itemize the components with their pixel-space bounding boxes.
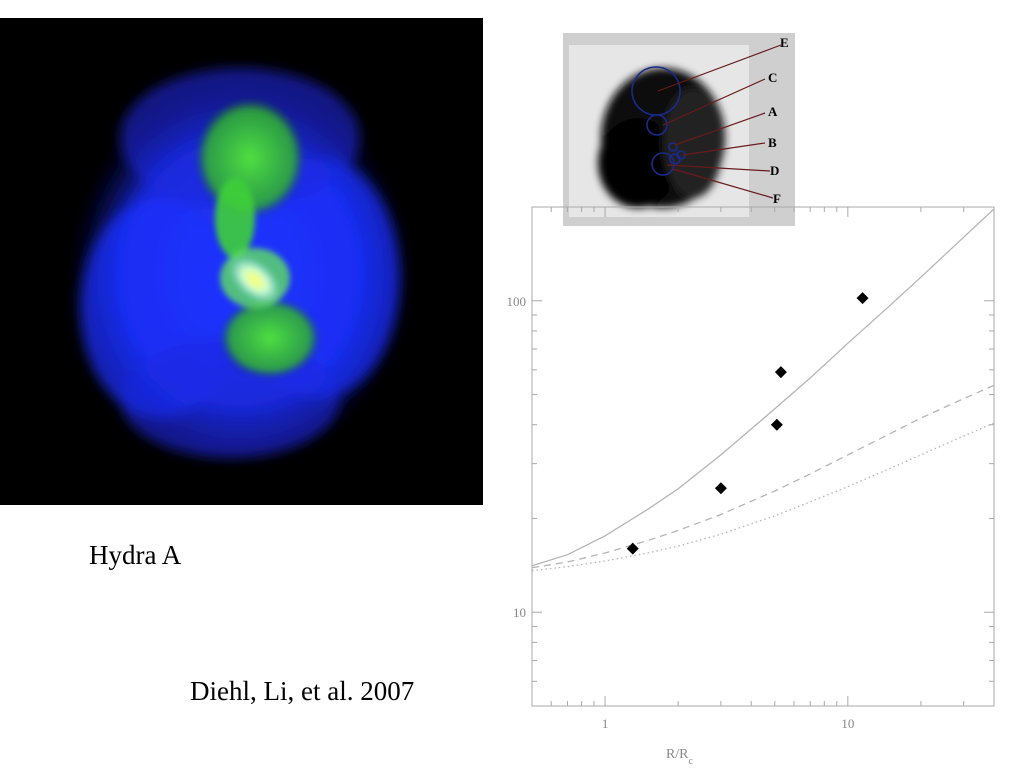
region-circle-c <box>646 114 668 136</box>
region-label-d: D <box>770 163 779 178</box>
model-curve-dashed <box>531 384 995 569</box>
data-point <box>626 542 639 555</box>
axis-labels: 1 10 10 100 R/Rc <box>507 294 855 764</box>
model-curve-solid <box>531 208 995 567</box>
axis-ticks <box>531 206 995 707</box>
region-labels: E C A B D F <box>768 35 789 206</box>
object-name-caption: Hydra A <box>89 540 182 570</box>
y-tick-label: 10 <box>513 605 526 620</box>
x-axis-label: R/Rc <box>666 747 694 764</box>
plot-frame <box>531 206 995 707</box>
model-curves <box>531 208 995 572</box>
x-tick-label: 1 <box>602 716 609 731</box>
radio-core <box>229 256 281 304</box>
radius-scaling-plot: 1 10 10 100 R/Rc <box>507 206 995 764</box>
leader-lines <box>657 44 782 199</box>
data-points <box>626 292 869 555</box>
y-tick-label: 100 <box>507 294 527 309</box>
data-point <box>714 482 727 495</box>
region-circle-a <box>668 142 678 152</box>
region-circles <box>631 66 686 176</box>
region-label-c: C <box>768 70 777 85</box>
region-label-e: E <box>780 35 789 50</box>
x-axis-label-subscript: c <box>689 756 694 765</box>
reference-caption: Diehl, Li, et al. 2007 <box>190 676 415 706</box>
data-point <box>774 366 787 379</box>
region-label-a: A <box>768 104 778 119</box>
region-label-f: F <box>773 191 781 206</box>
data-point <box>770 418 783 431</box>
data-point <box>856 292 869 305</box>
x-tick-label: 10 <box>841 716 854 731</box>
hydra-a-composite-image <box>0 18 483 505</box>
region-label-b: B <box>768 135 777 150</box>
region-circle-f <box>669 153 681 165</box>
region-map-inset: E C A B D F <box>563 33 795 226</box>
plot-axes-box <box>531 206 995 707</box>
